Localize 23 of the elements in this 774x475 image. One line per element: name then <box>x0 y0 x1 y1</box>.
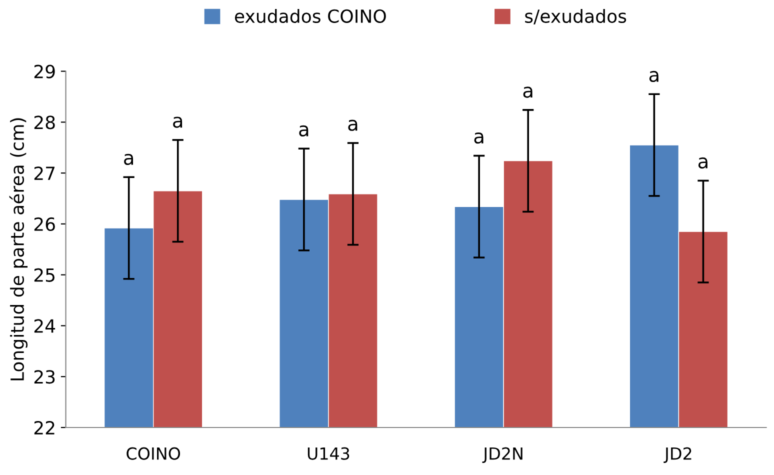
annotation: a <box>299 125 308 137</box>
annotation: a <box>173 116 182 128</box>
annotation: a <box>348 120 358 131</box>
annotation: a <box>124 154 134 166</box>
y-tick-label: 22 <box>34 420 54 434</box>
x-tick-label: U143 <box>308 447 350 460</box>
x-tick-label: COINO <box>126 447 180 460</box>
y-tick-label: 27 <box>34 166 55 180</box>
y-tick-label: 25 <box>34 268 54 282</box>
x-tick-label: JD2 <box>664 447 692 463</box>
y-tick-label: 29 <box>34 64 55 78</box>
x-tick-label: JD2N <box>482 447 522 463</box>
y-tick-label: 24 <box>34 319 56 333</box>
legend-label: s/exudados <box>525 9 626 24</box>
annotation: a <box>649 70 658 82</box>
annotation: a <box>698 157 708 169</box>
y-axis-title: Longitud de parte aérea (cm) <box>9 118 28 380</box>
annotation: a <box>474 132 484 144</box>
annotation: a <box>523 86 532 98</box>
y-tick-label: 23 <box>34 370 55 384</box>
y-tick-label: 28 <box>34 116 55 130</box>
y-tick-label: 26 <box>34 217 55 232</box>
legend-label: exudados COINO <box>234 9 386 23</box>
